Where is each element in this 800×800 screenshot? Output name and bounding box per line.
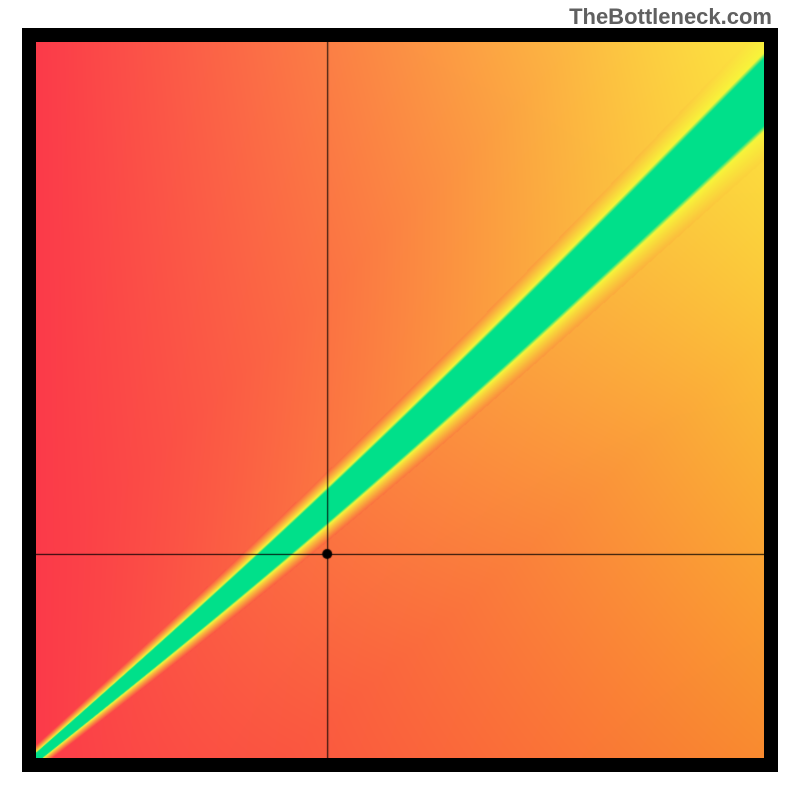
watermark-text: TheBottleneck.com xyxy=(569,4,772,30)
plot-area xyxy=(36,42,764,758)
chart-container: TheBottleneck.com xyxy=(0,0,800,800)
chart-frame xyxy=(22,28,778,772)
heatmap-canvas xyxy=(36,42,764,758)
